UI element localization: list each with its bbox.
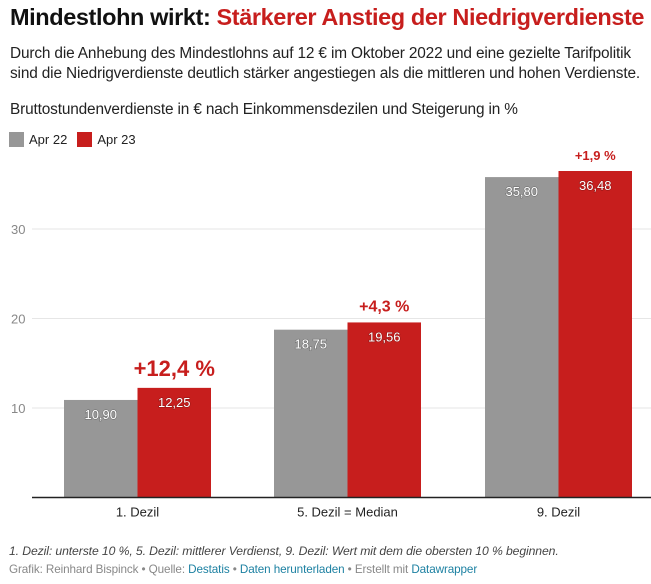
legend-swatch-apr23 xyxy=(77,132,93,147)
increase-annotation: +12,4 % xyxy=(134,356,215,381)
x-category-label: 9. Dezil xyxy=(537,505,580,520)
chart-title: Mindestlohn wirkt: Stärkerer Anstieg der… xyxy=(10,4,645,31)
bar-apr23-2 xyxy=(347,322,421,498)
title-lead: Mindestlohn wirkt: xyxy=(10,4,217,30)
x-axis-labels: 1. Dezil 5. Dezil = Median 9. Dezil xyxy=(116,505,580,520)
title-accent: Stärkerer Anstieg der Niedrigverdienste xyxy=(216,4,645,30)
legend-item-apr23: Apr 23 xyxy=(77,132,136,147)
bar-apr22-1 xyxy=(64,399,138,498)
credits: Grafik: Reinhard Bispinck • Quelle: Dest… xyxy=(9,563,477,576)
y-tick-label: 10 xyxy=(11,401,25,416)
legend: Apr 22 Apr 23 xyxy=(9,132,146,147)
legend-swatch-apr22 xyxy=(9,132,24,147)
credit-sep-2: • Erstellt mit xyxy=(344,563,412,576)
footnote: 1. Dezil: unterste 10 %, 5. Dezil: mittl… xyxy=(9,544,559,558)
x-category-label: 1. Dezil xyxy=(116,505,159,520)
bars xyxy=(64,171,632,498)
legend-label-apr23: Apr 23 xyxy=(97,132,136,147)
increase-annotation: +4,3 % xyxy=(359,298,409,315)
download-data-link[interactable]: Daten herunterladen xyxy=(239,563,345,576)
bar-value-label: 36,48 xyxy=(579,178,612,193)
bar-value-label: 10,90 xyxy=(84,407,117,422)
bar-apr23-3 xyxy=(558,171,632,498)
bar-apr22-3 xyxy=(485,177,559,498)
credit-prefix: Grafik: Reinhard Bispinck • Quelle: xyxy=(9,563,189,576)
chart-intro: Durch die Anhebung des Mindestlohns auf … xyxy=(10,45,640,82)
y-tick-label: 20 xyxy=(11,312,25,327)
increase-annotation: +1,9 % xyxy=(575,150,616,163)
legend-label-apr22: Apr 22 xyxy=(29,132,68,147)
x-category-label: 5. Dezil = Median xyxy=(297,505,398,520)
bar-apr23-1 xyxy=(137,387,211,498)
bar-labels: 10,90 12,25 +12,4 % 18,75 19,56 +4,3 % 35,80 36… xyxy=(84,150,616,423)
bar-value-label: 18,75 xyxy=(294,337,327,352)
credit-sep-1: • xyxy=(229,563,240,576)
bar-apr22-2 xyxy=(274,329,348,498)
datawrapper-link[interactable]: Datawrapper xyxy=(411,563,478,576)
y-tick-label: 30 xyxy=(11,222,25,237)
bar-chart: 10 20 30 10,90 12,25 +12,4 % 18,75 19,56 +4,3 %… xyxy=(11,150,651,520)
legend-item-apr22: Apr 22 xyxy=(9,132,67,147)
bar-value-label: 12,25 xyxy=(158,395,191,410)
bar-value-label: 19,56 xyxy=(368,329,401,344)
bar-value-label: 35,80 xyxy=(505,184,538,199)
chart-subtitle: Bruttostundenverdienste in € nach Einkom… xyxy=(10,101,518,118)
source-link[interactable]: Destatis xyxy=(188,563,230,576)
